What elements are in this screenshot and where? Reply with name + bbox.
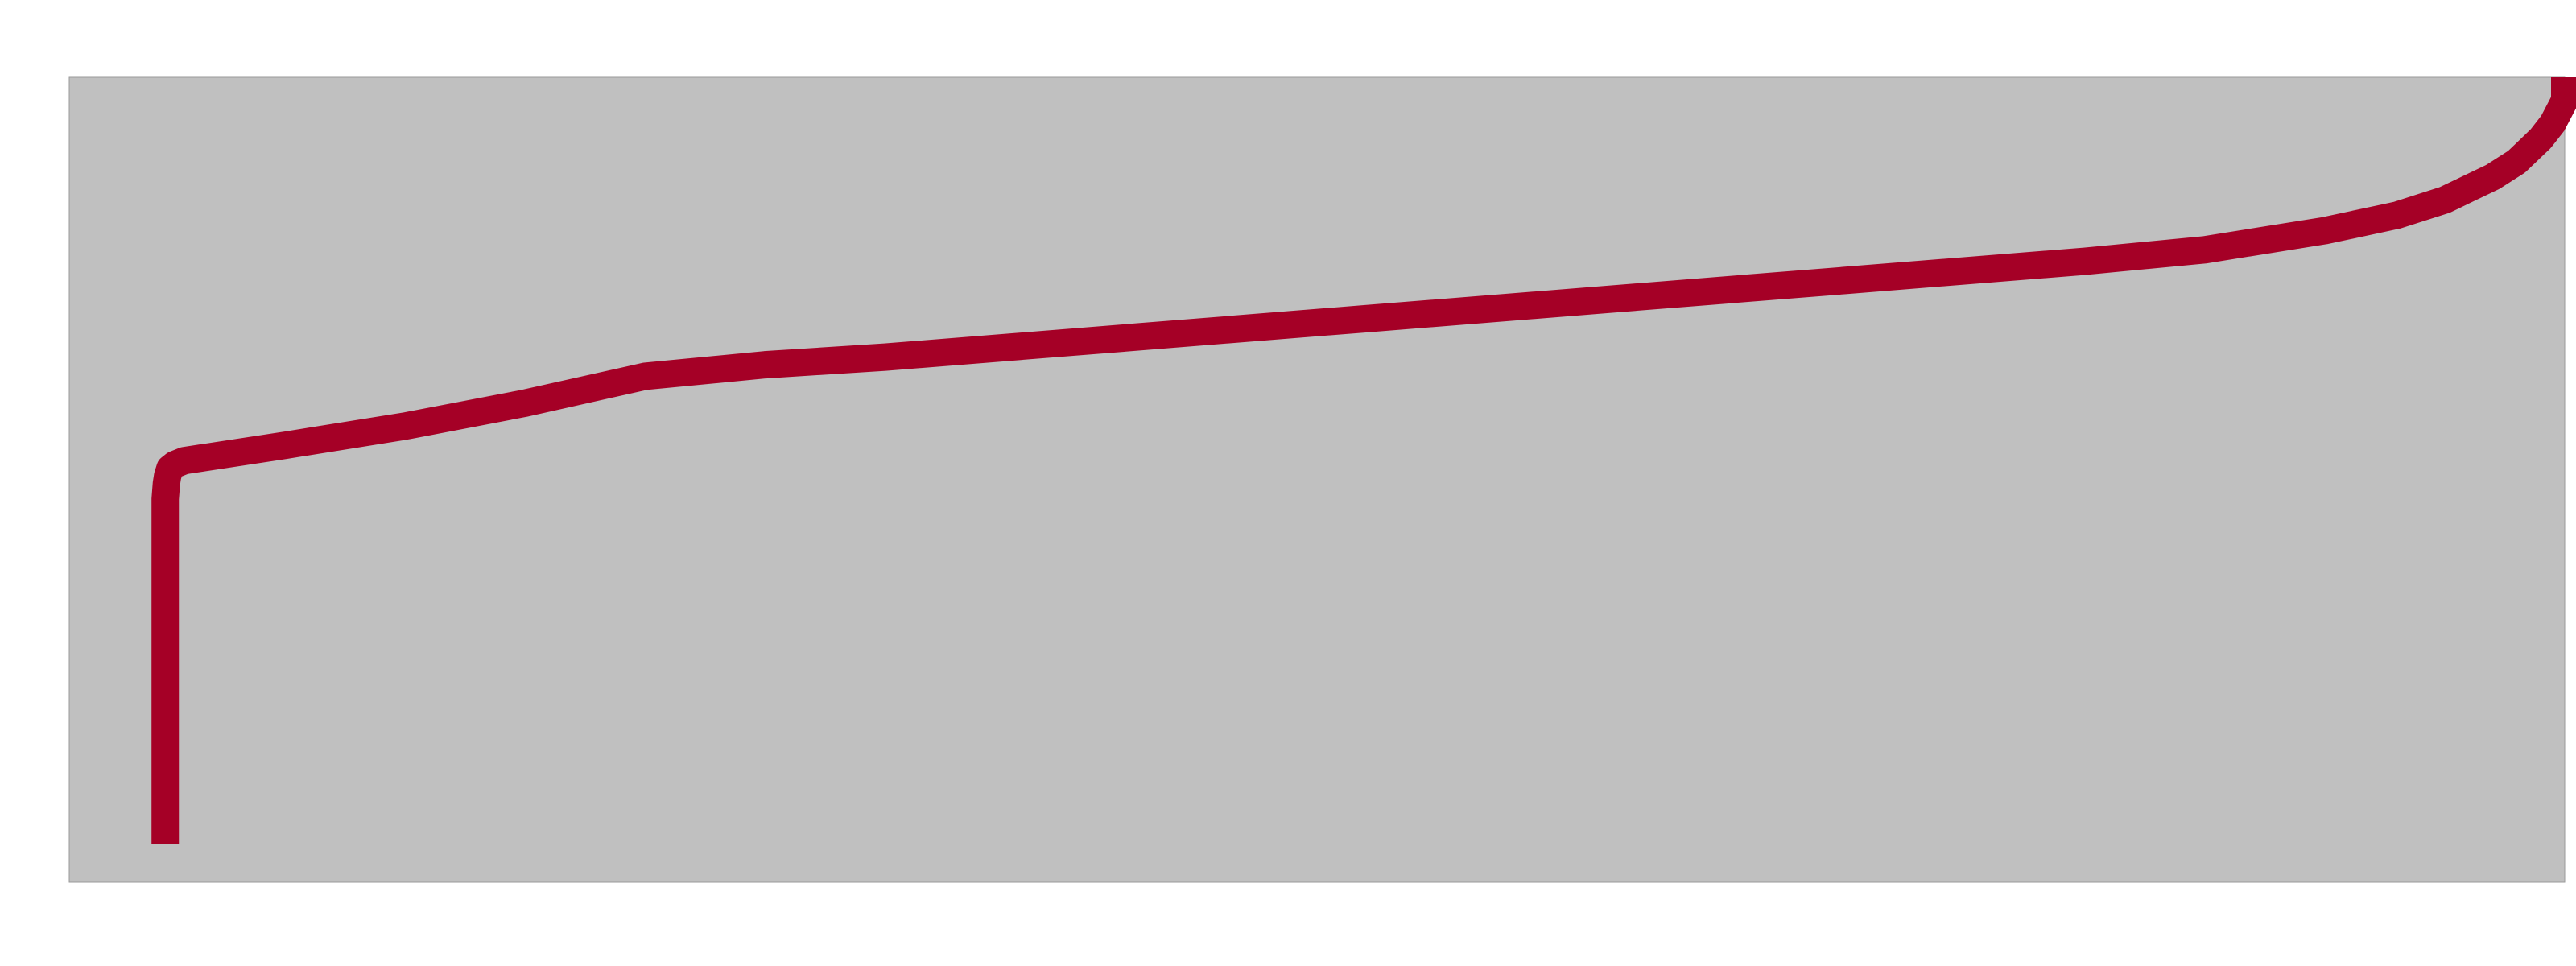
- series-line-0: [151, 77, 2576, 844]
- series-layer: [151, 77, 2576, 844]
- plot-area: [68, 76, 2566, 883]
